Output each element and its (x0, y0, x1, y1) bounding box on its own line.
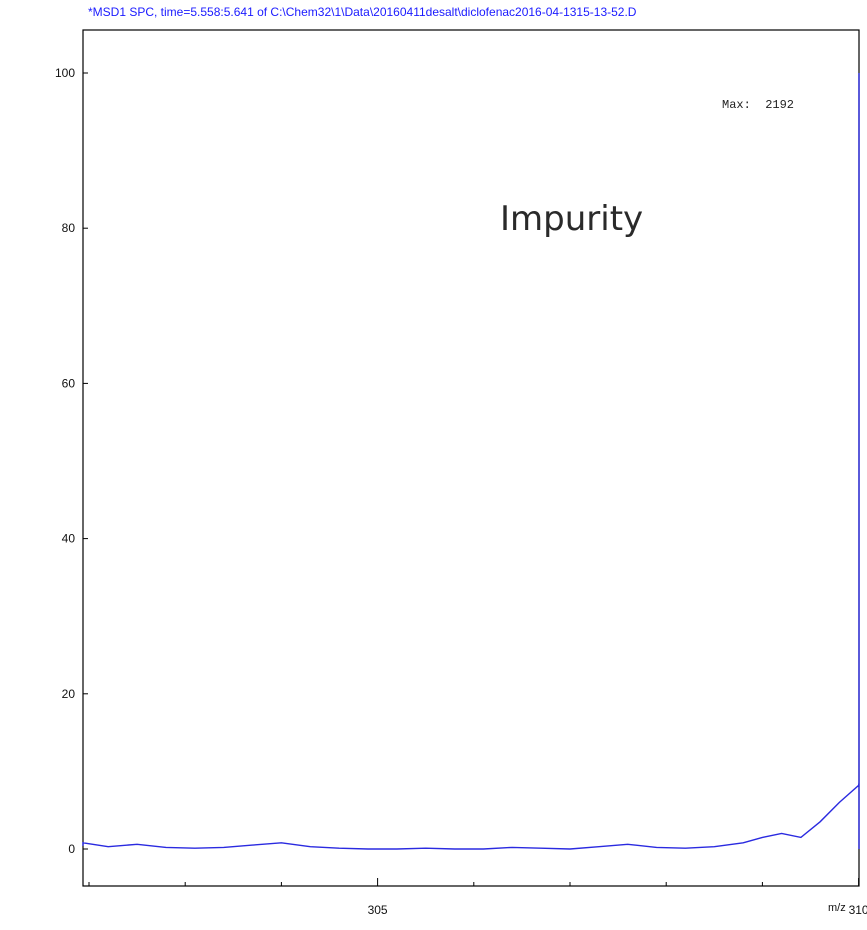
y-tick-label: 60 (62, 376, 76, 390)
axis-ticks: 020406080100305310315320 (55, 66, 867, 917)
x-axis-unit-label: m/z (828, 902, 846, 914)
plot-frame (82, 29, 860, 887)
y-tick-label: 40 (62, 532, 76, 546)
max-intensity-label: Max: 2192 (722, 98, 794, 112)
y-tick-label: 80 (62, 221, 76, 235)
x-tick-label: 310 (849, 903, 867, 917)
spectrum-line (82, 73, 860, 850)
x-tick-label: 305 (368, 903, 388, 917)
y-tick-label: 100 (55, 66, 75, 80)
impurity-annotation: Impurity (500, 199, 643, 239)
chart-title: *MSD1 SPC, time=5.558:5.641 of C:\Chem32… (88, 5, 637, 19)
y-tick-label: 0 (68, 842, 75, 856)
y-tick-label: 20 (62, 687, 76, 701)
